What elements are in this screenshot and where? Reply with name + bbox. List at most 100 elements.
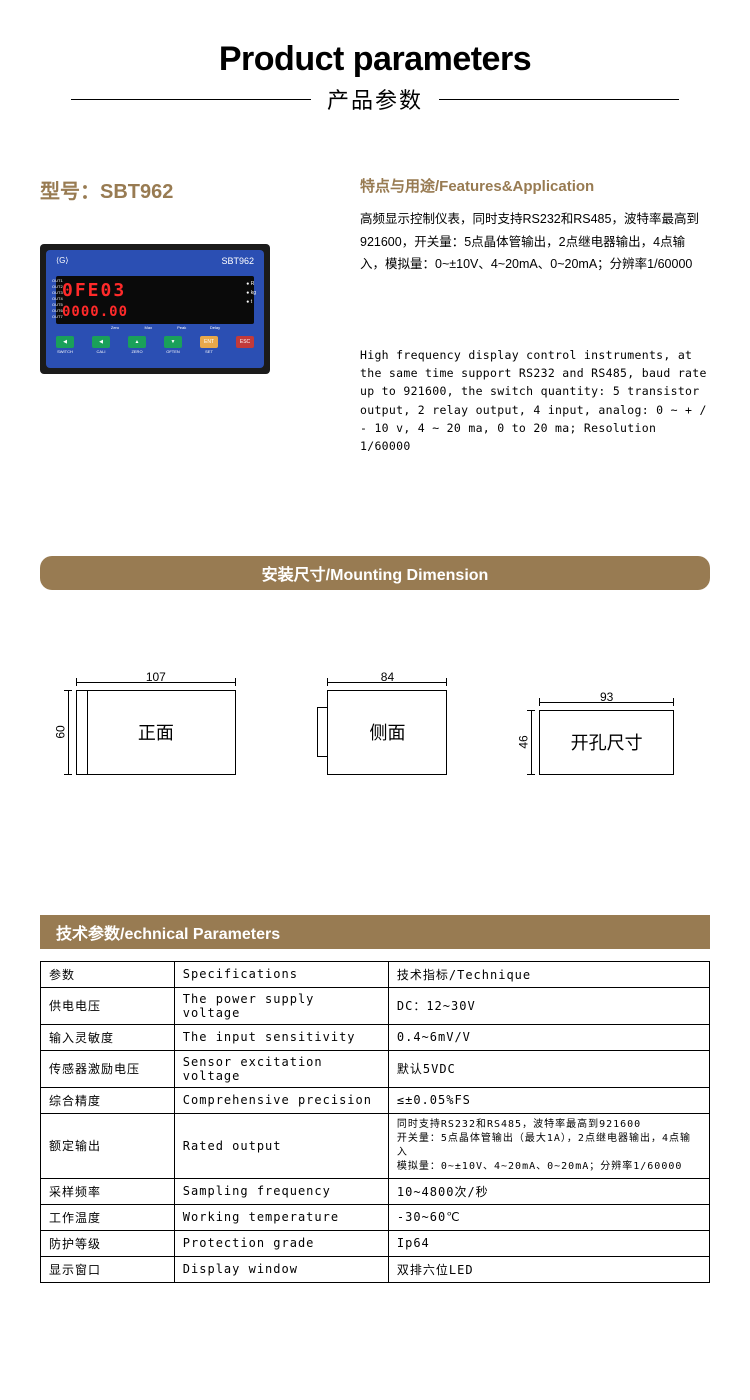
table-row: 额定输出Rated output同时支持RS232和RS485，波特率最高到92… [41,1113,710,1178]
mounting-dimensions: 10760正面 84侧面 9346开孔尺寸 [0,630,750,795]
table-cell: 额定输出 [41,1113,175,1178]
table-cell: 10~4800次/秒 [388,1178,709,1204]
dim-block: 9346开孔尺寸 [539,710,674,775]
device-button: ENT [200,336,218,348]
features-en-text: High frequency display control instrumen… [360,346,710,456]
device-mid-labels: Zero Max Peak Delay [56,325,254,330]
table-row: 输入灵敏度The input sensitivity0.4~6mV/V [41,1024,710,1050]
device-btn-label: OFTEN [164,349,182,354]
table-row: 工作温度Working temperature-30~60℃ [41,1204,710,1230]
table-cell: 双排六位LED [388,1256,709,1282]
table-row: 防护等级Protection gradeIp64 [41,1230,710,1256]
mid-lbl: Zero [106,325,124,330]
dim-top-arrow [539,702,674,703]
dim-inner-line [87,691,235,774]
device-btn-label [236,349,254,354]
table-cell: 采样频率 [41,1178,175,1204]
device-logo: ⟨G⟩ [56,256,68,265]
table-cell: DC：12~30V [388,987,709,1024]
param-table: 参数Specifications技术指标/Technique供电电压The po… [40,961,710,1283]
display-line-2: 0000.00 [62,305,248,319]
table-cell: 供电电压 [41,987,175,1024]
table-cell: -30~60℃ [388,1204,709,1230]
table-cell: 传感器激励电压 [41,1050,175,1087]
intro-row: 型号：SBT962 ⟨G⟩ SBT962 OUT1 OUT2 OUT3 OUT4… [0,115,750,476]
dim-left-arrow [68,690,69,775]
table-cell: 显示窗口 [41,1256,175,1282]
device-btn-label: SWITCH [56,349,74,354]
table-cell: Protection grade [174,1230,388,1256]
table-row: 综合精度Comprehensive precision≤±0.05%FS [41,1087,710,1113]
subtitle-row: 产品参数 [0,83,750,115]
table-cell: 综合精度 [41,1087,175,1113]
table-row: 传感器激励电压Sensor excitation voltage默认5VDC [41,1050,710,1087]
dim-top-arrow [76,682,236,683]
right-column: 特点与用途/Features&Application 高频显示控制仪表，同时支持… [360,175,710,456]
device-button: ◀ [92,336,110,348]
dim-left-value: 60 [54,726,68,739]
device-button: ◀ [56,336,74,348]
mounting-section-bar: 安装尺寸/Mounting Dimension [40,556,710,590]
title-en: Product parameters [0,40,750,79]
table-cell: Sensor excitation voltage [174,1050,388,1087]
left-column: 型号：SBT962 ⟨G⟩ SBT962 OUT1 OUT2 OUT3 OUT4… [40,175,340,456]
dim-block: 10760正面 [76,690,236,775]
table-cell: 工作温度 [41,1204,175,1230]
title-cn: 产品参数 [311,83,439,115]
mid-lbl: Peak [173,325,191,330]
table-cell: Specifications [174,961,388,987]
table-row: 参数Specifications技术指标/Technique [41,961,710,987]
dim-left-arrow [531,710,532,775]
device-button: ESC [236,336,254,348]
device-model-text: SBT962 [221,256,254,266]
table-cell: Rated output [174,1113,388,1178]
dim-block: 84侧面 [327,690,447,775]
table-row: 供电电压The power supply voltageDC：12~30V [41,987,710,1024]
table-row: 显示窗口Display window双排六位LED [41,1256,710,1282]
model-label: 型号：SBT962 [40,175,340,204]
device-side-labels: OUT1 OUT2 OUT3 OUT4 OUT5 OUT6 OUT7 [52,278,63,320]
device-display: 0FE03 0000.00 [56,276,254,324]
table-cell: 输入灵敏度 [41,1024,175,1050]
features-title: 特点与用途/Features&Application [360,175,710,196]
device-button: ▼ [164,336,182,348]
dim-side-tab [317,707,327,757]
device-bottom-labels: SWITCH CALI ZERO OFTEN SET [56,349,254,354]
divider-right [439,99,679,100]
table-cell: The input sensitivity [174,1024,388,1050]
tech-section-bar: 技术参数/echnical Parameters [40,915,710,949]
device-unit-labels: ● R ● kg ● t [246,280,256,307]
table-cell: Sampling frequency [174,1178,388,1204]
table-cell: 默认5VDC [388,1050,709,1087]
features-cn-text: 高频显示控制仪表，同时支持RS232和RS485，波特率最高到921600，开关… [360,208,710,276]
table-cell: 参数 [41,961,175,987]
page-header: Product parameters 产品参数 [0,0,750,115]
table-cell: The power supply voltage [174,987,388,1024]
table-cell: 同时支持RS232和RS485，波特率最高到921600开关量：5点晶体管输出（… [388,1113,709,1178]
table-row: 采样频率Sampling frequency10~4800次/秒 [41,1178,710,1204]
table-cell: 0.4~6mV/V [388,1024,709,1050]
device-btn-label: ZERO [128,349,146,354]
table-cell: 技术指标/Technique [388,961,709,987]
device-face: ⟨G⟩ SBT962 OUT1 OUT2 OUT3 OUT4 OUT5 OUT6… [46,250,264,368]
table-cell: Working temperature [174,1204,388,1230]
table-cell: Ip64 [388,1230,709,1256]
dim-rect: 正面 [76,690,236,775]
table-cell: 防护等级 [41,1230,175,1256]
display-line-1: 0FE03 [62,282,248,300]
mid-lbl: Max [139,325,157,330]
device-btn-label: SET [200,349,218,354]
dim-top-arrow [327,682,447,683]
table-cell: ≤±0.05%FS [388,1087,709,1113]
device-button-row: ◀ ◀ ▲ ▼ ENT ESC [56,336,254,348]
dim-rect: 侧面 [327,690,447,775]
device-illustration: ⟨G⟩ SBT962 OUT1 OUT2 OUT3 OUT4 OUT5 OUT6… [40,244,270,374]
table-cell: Display window [174,1256,388,1282]
table-cell: Comprehensive precision [174,1087,388,1113]
device-btn-label: CALI [92,349,110,354]
mid-lbl: Delay [206,325,224,330]
dim-rect: 开孔尺寸 [539,710,674,775]
device-button: ▲ [128,336,146,348]
divider-left [71,99,311,100]
dim-left-value: 46 [517,736,531,749]
